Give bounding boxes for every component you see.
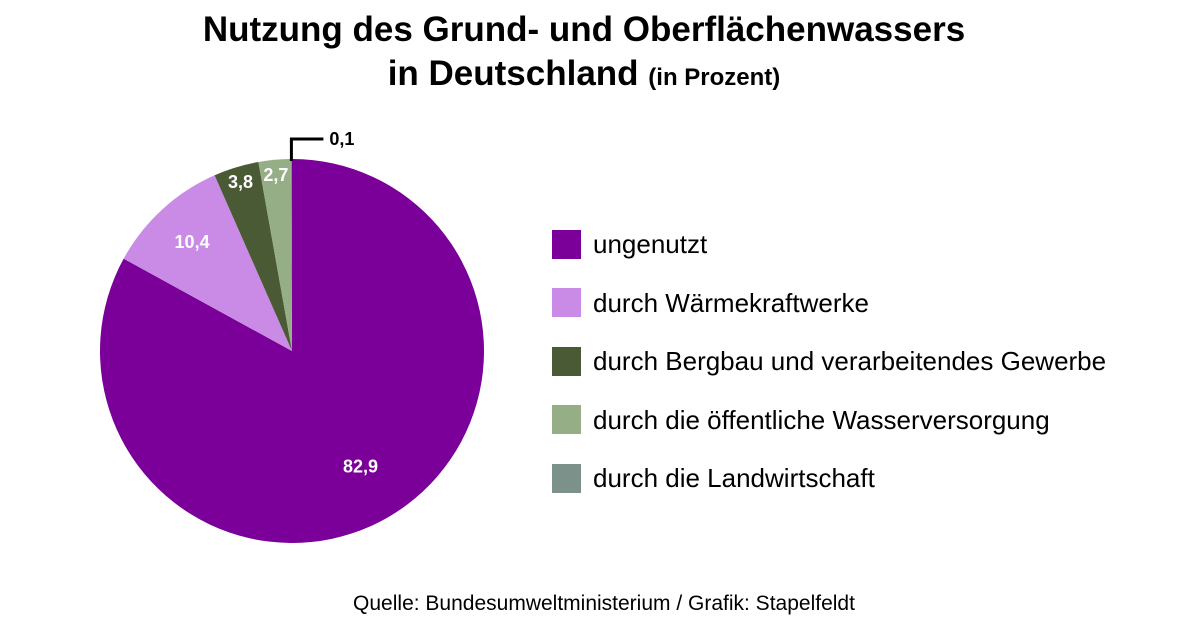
legend-item-durch-bergbau-und-verarbeitendes-gewerbe: durch Bergbau und verarbeitendes Gewerbe [552,332,1106,391]
legend-label: durch Wärmekraftwerke [593,287,869,318]
legend-label: durch die öffentliche Wasserversorgung [593,404,1050,435]
legend-label: durch die Landwirtschaft [593,463,875,494]
chart-title-line2: in Deutschland (in Prozent) [0,52,1168,100]
slice-leader-line [289,137,324,162]
legend-swatch [552,463,581,493]
legend-item-ungenutzt: ungenutzt [552,215,1106,274]
pie-slice-durch-waermekraftwerke [123,175,292,351]
slice-label-durch-die-oeffentliche-wasserversorgung: 2,7 [263,165,288,185]
legend-swatch [552,229,581,259]
legend-label: ungenutzt [593,229,708,260]
pie-slice-durch-die-landwirtschaft [290,159,292,351]
legend-swatch [552,288,581,318]
chart-title-line1: Nutzung des Grund- und Oberflächenwasser… [202,10,966,49]
source-note: Quelle: Bundesumweltministerium / Grafik… [353,592,855,615]
chart-title-unit: (in Prozent) [648,64,781,91]
chart-title: Nutzung des Grund- und Oberflächenwasser… [0,8,1168,100]
legend-item-durch-waermekraftwerke: durch Wärmekraftwerke [552,274,1106,333]
chart-legend: ungenutzt durch Wärmekraftwerke durch Berg… [552,215,1106,508]
slice-label-durch-bergbau-und-verarbeitendes-gewerbe: 3,8 [228,172,253,192]
slice-label-ungenutzt: 82,9 [343,457,378,477]
slice-label-durch-die-landwirtschaft: 0,1 [329,129,354,149]
pie-slice-durch-die-oeffentliche-wasserversorgung [258,159,292,351]
slice-label-durch-waermekraftwerke: 10,4 [175,232,210,252]
pie-slice-durch-bergbau-und-verarbeitendes-gewerbe [214,161,292,351]
legend-label: durch Bergbau und verarbeitendes Gewerbe [593,346,1107,377]
legend-swatch [552,346,581,376]
legend-swatch [552,405,581,435]
legend-item-durch-die-landwirtschaft: durch die Landwirtschaft [552,449,1106,508]
pie-slice-labels: 82,9 10,4 3,8 2,7 0,1 [175,129,378,477]
legend-item-durch-die-oeffentliche-wasserversorgung: durch die öffentliche Wasserversorgung [552,391,1106,450]
chart-title-main: in Deutschland [387,54,639,93]
pie-slices [99,159,485,543]
